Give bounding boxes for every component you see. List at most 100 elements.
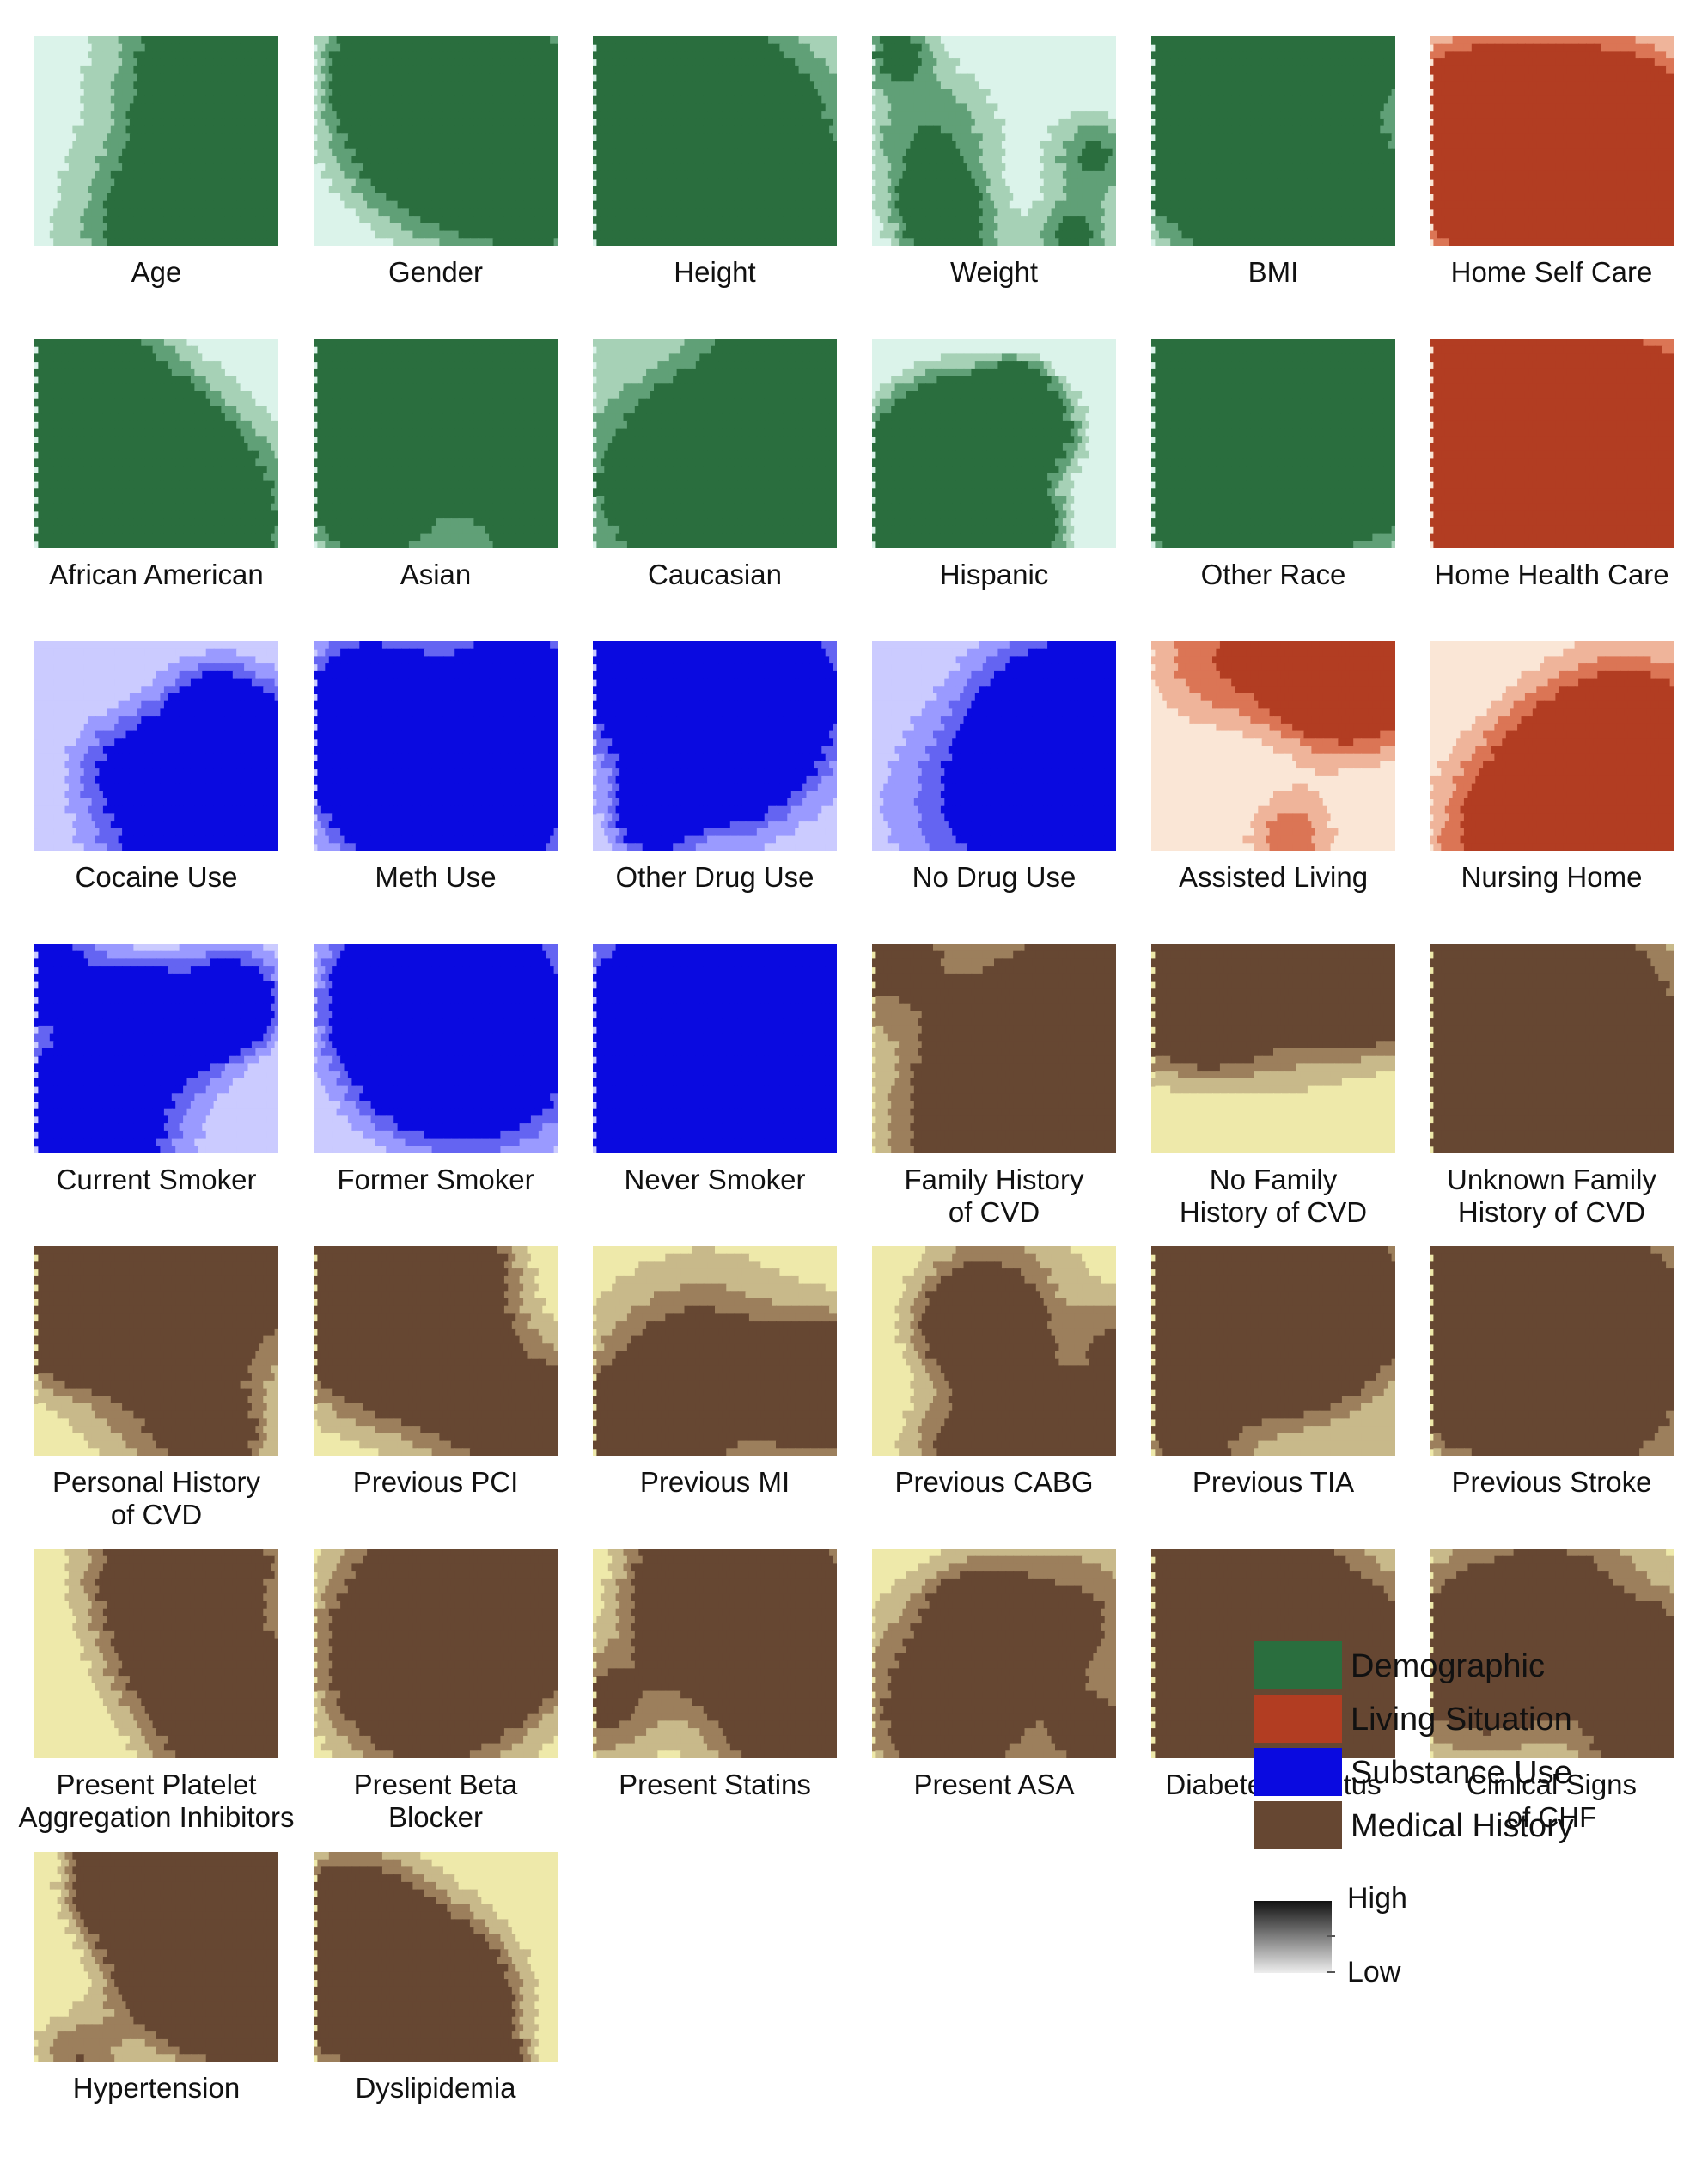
component-plane-heatmap [34, 1549, 278, 1758]
component-plane-label: Previous PCI [279, 1466, 592, 1499]
component-plane-label: Present ASA [838, 1769, 1150, 1801]
component-plane-previous-cabg: Previous CABG [872, 1246, 1116, 1498]
component-plane-hispanic: Hispanic [872, 339, 1116, 590]
component-plane-label: Home Self Care [1395, 256, 1708, 289]
component-plane-label: Previous CABG [838, 1466, 1150, 1499]
component-plane-heatmap [593, 944, 837, 1153]
component-plane-heatmap [1430, 944, 1674, 1153]
component-plane-previous-mi: Previous MI [593, 1246, 837, 1498]
component-plane-nursing-home: Nursing Home [1430, 641, 1674, 893]
component-plane-family-history-of-cvd: Family History of CVD [872, 944, 1116, 1228]
component-plane-cocaine-use: Cocaine Use [34, 641, 278, 893]
component-plane-label: Home Health Care [1395, 559, 1708, 591]
component-plane-label: Dyslipidemia [279, 2072, 592, 2105]
component-plane-present-statins: Present Statins [593, 1549, 837, 1800]
scale-high-label: High [1347, 1882, 1407, 1915]
scale-tick [1327, 1935, 1335, 1937]
legend-swatch [1254, 1641, 1342, 1689]
component-plane-heatmap [1151, 944, 1395, 1153]
component-plane-former-smoker: Former Smoker [314, 944, 558, 1195]
component-plane-home-self-care: Home Self Care [1430, 36, 1674, 288]
component-plane-never-smoker: Never Smoker [593, 944, 837, 1195]
component-plane-heatmap [593, 36, 837, 246]
component-plane-clinical-signs-of-chf: Clinical Signs of CHF [1430, 1549, 1674, 1833]
component-plane-label: Gender [279, 256, 592, 289]
component-plane-label: Height [558, 256, 871, 289]
component-plane-heatmap [872, 1549, 1116, 1758]
intensity-gradient-bar [1254, 1901, 1332, 1973]
component-plane-label: Hispanic [838, 559, 1150, 591]
legend-label: Living Situation [1351, 1702, 1572, 1738]
component-plane-label: Weight [838, 256, 1150, 289]
component-plane-heatmap [1151, 36, 1395, 246]
component-plane-label: Former Smoker [279, 1164, 592, 1196]
component-plane-heatmap [34, 339, 278, 548]
component-plane-present-beta-blocker: Present Beta Blocker [314, 1549, 558, 1833]
component-plane-heatmap [1151, 339, 1395, 548]
component-plane-heatmap [1430, 339, 1674, 548]
component-plane-previous-tia: Previous TIA [1151, 1246, 1395, 1498]
component-plane-heatmap [314, 944, 558, 1153]
component-plane-present-platelet-aggregation-inhibitors: Present Platelet Aggregation Inhibitors [18, 1549, 295, 1833]
component-plane-label: No Drug Use [838, 861, 1150, 894]
component-plane-assisted-living: Assisted Living [1151, 641, 1395, 893]
component-plane-age: Age [34, 36, 278, 288]
component-plane-heatmap [593, 641, 837, 851]
component-plane-label: Asian [279, 559, 592, 591]
scale-tick [1327, 1971, 1335, 1973]
component-plane-label: Meth Use [279, 861, 592, 894]
component-plane-meth-use: Meth Use [314, 641, 558, 893]
component-plane-current-smoker: Current Smoker [34, 944, 278, 1195]
component-plane-present-asa: Present ASA [872, 1549, 1116, 1800]
component-plane-unknown-family-history-of-cvd: Unknown Family History of CVD [1430, 944, 1674, 1228]
component-plane-heatmap [1430, 641, 1674, 851]
legend-label: Medical History [1351, 1808, 1574, 1845]
component-plane-label: Previous TIA [1117, 1466, 1430, 1499]
component-plane-heatmap [1430, 1246, 1674, 1456]
component-plane-heatmap [1430, 1549, 1674, 1758]
component-plane-weight: Weight [872, 36, 1116, 288]
component-plane-heatmap [1430, 36, 1674, 246]
component-plane-african-american: African American [34, 339, 278, 590]
component-plane-label: Never Smoker [558, 1164, 871, 1196]
component-plane-label: Clinical Signs of CHF [1395, 1769, 1708, 1834]
component-plane-label: Present Platelet Aggregation Inhibitors [0, 1769, 313, 1834]
component-plane-home-health-care: Home Health Care [1430, 339, 1674, 590]
component-plane-heatmap [872, 36, 1116, 246]
component-plane-label: Family History of CVD [838, 1164, 1150, 1229]
component-plane-dyslipidemia: Dyslipidemia [314, 1852, 558, 2104]
component-plane-label: Nursing Home [1395, 861, 1708, 894]
component-plane-previous-stroke: Previous Stroke [1430, 1246, 1674, 1498]
legend-item-medical-history: Medical History [1254, 1801, 1615, 1849]
component-plane-label: Other Drug Use [558, 861, 871, 894]
component-plane-heatmap [34, 641, 278, 851]
legend-swatch [1254, 1695, 1342, 1743]
component-plane-other-race: Other Race [1151, 339, 1395, 590]
component-plane-heatmap [593, 1246, 837, 1456]
component-plane-label: Age [0, 256, 313, 289]
legend-label: Substance Use [1351, 1755, 1572, 1792]
legend-item-substance-use: Substance Use [1254, 1748, 1615, 1796]
component-plane-heatmap [34, 1852, 278, 2062]
legend-swatch [1254, 1748, 1342, 1796]
component-plane-heatmap [872, 944, 1116, 1153]
component-plane-personal-history-of-cvd: Personal History of CVD [34, 1246, 278, 1530]
component-plane-previous-pci: Previous PCI [314, 1246, 558, 1498]
component-plane-label: African American [0, 559, 313, 591]
scale-low-label: Low [1347, 1956, 1400, 1989]
component-plane-other-drug-use: Other Drug Use [593, 641, 837, 893]
component-plane-heatmap [314, 641, 558, 851]
component-plane-heatmap [314, 1549, 558, 1758]
component-plane-heatmap [1151, 1246, 1395, 1456]
component-plane-height: Height [593, 36, 837, 288]
component-plane-label: Current Smoker [0, 1164, 313, 1196]
component-plane-gender: Gender [314, 36, 558, 288]
legend-item-demographic: Demographic [1254, 1641, 1615, 1689]
component-plane-bmi: BMI [1151, 36, 1395, 288]
component-plane-heatmap [314, 339, 558, 548]
component-plane-heatmap [314, 36, 558, 246]
component-plane-label: Previous Stroke [1395, 1466, 1708, 1499]
component-plane-label: Personal History of CVD [0, 1466, 313, 1531]
component-plane-label: No Family History of CVD [1117, 1164, 1430, 1229]
